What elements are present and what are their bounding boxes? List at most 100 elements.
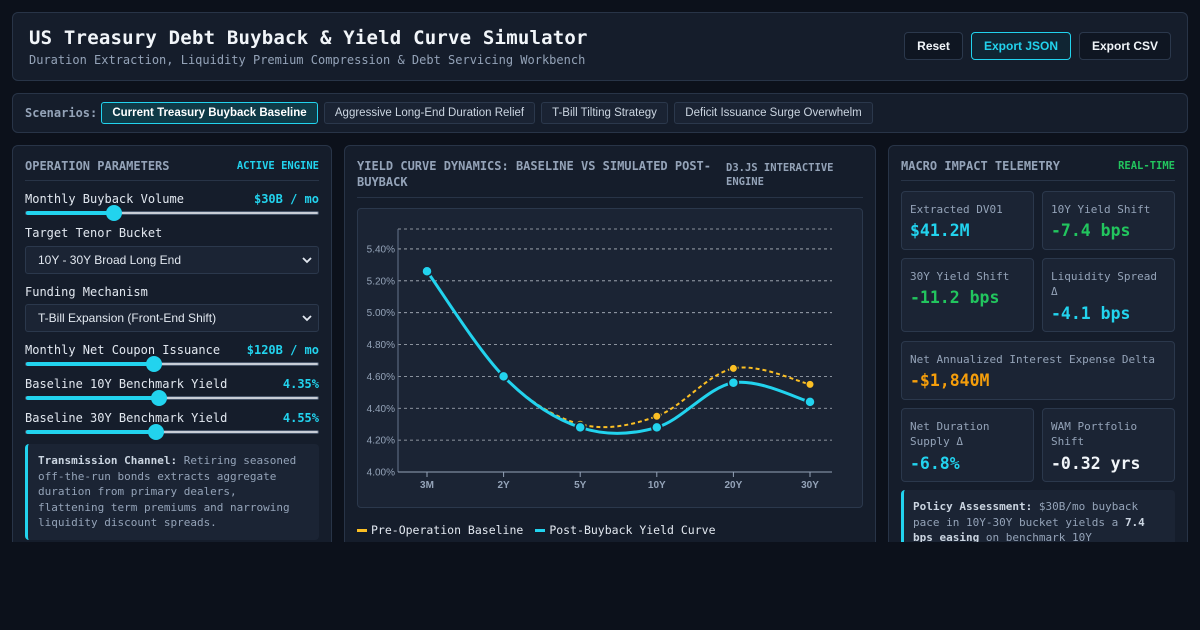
yield-curve-chart: 4.00% 4.20% 4.40% 4.60% 4.80% 5.00% 5.20% 5.40%… xyxy=(367,228,832,491)
export-json-button[interactable]: Export JSON xyxy=(971,32,1071,60)
x-tick-label: 3M xyxy=(420,480,434,491)
scenario-baseline-button[interactable]: Current Treasury Buyback Baseline xyxy=(101,102,318,124)
y-tick-label: 4.80% xyxy=(367,340,395,351)
policy-text-end: on benchmark 10Y xyxy=(985,531,1092,544)
slider-thumb[interactable] xyxy=(146,356,163,372)
funding-mechanism-selected: T-Bill Expansion (Front-End Shift) xyxy=(38,311,217,325)
chevron-down-icon xyxy=(302,257,312,264)
post-buyback-point xyxy=(651,421,663,434)
baseline-point xyxy=(805,379,815,389)
card-value: -0.32 yrs xyxy=(1051,454,1141,473)
baseline-series-line xyxy=(426,270,811,429)
divider xyxy=(901,180,1175,181)
yield-10y-shift-card: 10Y Yield Shift -7.4 bps xyxy=(1042,191,1175,250)
divider xyxy=(357,197,863,198)
card-label: WAM Portfolio Shift xyxy=(1051,420,1138,448)
legend-swatch xyxy=(535,528,546,532)
tenor-bucket-selected: 10Y - 30Y Broad Long End xyxy=(38,253,182,267)
card-label: Extracted DV01 xyxy=(910,203,1003,216)
x-tick-label: 20Y xyxy=(725,480,743,491)
x-tick-label: 30Y xyxy=(801,480,819,491)
buyback-volume-value: $30B / mo xyxy=(253,192,319,206)
post-buyback-point xyxy=(727,377,740,389)
policy-highlight: 7.4 bps easing xyxy=(913,515,1145,545)
baseline-point xyxy=(652,411,662,421)
dv01-card: Extracted DV01 $41.2M xyxy=(901,191,1034,250)
slider-fill xyxy=(26,211,114,215)
coupon-issuance-label: Monthly Net Coupon Issuance xyxy=(25,343,221,357)
export-csv-button[interactable]: Export CSV xyxy=(1079,32,1171,60)
scenario-bar: Scenarios: Current Treasury Buyback Base… xyxy=(12,93,1188,133)
y-tick-label: 4.60% xyxy=(367,372,395,383)
macro-impact-panel: MACRO IMPACT TELEMETRY REAL-TIME Extract… xyxy=(888,145,1188,570)
chart-legend: Pre-Operation Baseline Post-Buyback Yiel… xyxy=(357,523,716,537)
post-buyback-series-line xyxy=(425,270,811,435)
scenario-tbill-button[interactable]: T-Bill Tilting Strategy xyxy=(541,102,668,124)
y-tick-label: 5.40% xyxy=(367,244,395,255)
buyback-volume-label: Monthly Buyback Volume xyxy=(25,192,184,206)
app-header: US Treasury Debt Buyback & Yield Curve S… xyxy=(12,12,1188,81)
coupon-issuance-slider[interactable] xyxy=(25,356,319,372)
y-tick-label: 4.00% xyxy=(367,468,395,479)
chart-title: YIELD CURVE DYNAMICS: BASELINE VS SIMULA… xyxy=(357,159,712,189)
yield-30y-shift-card: 30Y Yield Shift -11.2 bps xyxy=(901,258,1034,332)
page-background xyxy=(0,542,1200,630)
transmission-heading: Transmission Channel: xyxy=(38,454,178,467)
legend-label: Post-Buyback Yield Curve xyxy=(549,523,716,537)
slider-thumb[interactable] xyxy=(147,424,164,440)
slider-thumb[interactable] xyxy=(105,205,122,221)
coupon-issuance-value: $120B / mo xyxy=(246,343,319,357)
card-value: -$1,840M xyxy=(910,371,990,390)
wam-shift-card: WAM Portfolio Shift -0.32 yrs xyxy=(1042,408,1175,482)
duration-supply-card: Net Duration Supply Δ -6.8% xyxy=(901,408,1034,482)
post-buyback-point xyxy=(574,421,586,434)
post-buyback-point xyxy=(421,265,433,277)
x-tick-label: 2Y xyxy=(497,480,510,491)
reset-button[interactable]: Reset xyxy=(904,32,963,60)
scenario-label: Scenarios: xyxy=(25,106,98,120)
card-label: 10Y Yield Shift xyxy=(1051,203,1151,216)
tenor-bucket-label: Target Tenor Bucket xyxy=(25,226,163,240)
macro-title: MACRO IMPACT TELEMETRY xyxy=(901,159,1060,173)
card-label: 30Y Yield Shift xyxy=(910,270,1010,283)
scenario-aggressive-button[interactable]: Aggressive Long-End Duration Relief xyxy=(324,102,535,124)
chart-area: 4.00% 4.20% 4.40% 4.60% 4.80% 5.00% 5.20% 5.40%… xyxy=(357,208,863,508)
card-label: Net Duration Supply Δ xyxy=(910,420,990,448)
legend-item-baseline: Pre-Operation Baseline xyxy=(357,523,523,537)
y-tick-label: 4.40% xyxy=(367,404,395,415)
realtime-badge: REAL-TIME xyxy=(1118,160,1175,172)
yield-10y-slider[interactable] xyxy=(25,390,319,406)
active-engine-badge: ACTIVE ENGINE xyxy=(236,160,319,172)
slider-fill xyxy=(26,396,159,400)
card-value: -7.4 bps xyxy=(1051,221,1131,240)
card-value: $41.2M xyxy=(910,221,970,240)
y-tick-label: 5.20% xyxy=(367,276,395,287)
legend-item-post-buyback: Post-Buyback Yield Curve xyxy=(535,523,716,537)
yield-30y-slider[interactable] xyxy=(25,424,319,440)
app-title: US Treasury Debt Buyback & Yield Curve S… xyxy=(29,27,588,49)
slider-thumb[interactable] xyxy=(150,390,167,406)
yield-curve-panel: YIELD CURVE DYNAMICS: BASELINE VS SIMULA… xyxy=(344,145,876,565)
operation-parameters-panel: OPERATION PARAMETERS ACTIVE ENGINE Month… xyxy=(12,145,332,565)
transmission-channel-note: Transmission Channel: Retiring seasoned … xyxy=(25,444,319,540)
x-tick-label: 10Y xyxy=(648,480,666,491)
y-tick-label: 4.20% xyxy=(367,436,395,447)
app-subtitle: Duration Extraction, Liquidity Premium C… xyxy=(29,53,586,67)
card-value: -6.8% xyxy=(910,454,960,473)
chart-engine-badge: D3.JS INTERACTIVE ENGINE xyxy=(726,162,834,188)
buyback-volume-slider[interactable] xyxy=(25,205,319,221)
slider-fill xyxy=(26,362,155,366)
post-buyback-point xyxy=(497,370,510,383)
tenor-bucket-select[interactable]: 10Y - 30Y Broad Long End xyxy=(25,246,319,274)
divider xyxy=(25,180,319,181)
slider-fill xyxy=(26,430,156,434)
policy-text: $30B/mo buyback pace in 10Y-30Y bucket y… xyxy=(913,500,1139,529)
params-title: OPERATION PARAMETERS xyxy=(25,159,170,173)
funding-mechanism-select[interactable]: T-Bill Expansion (Front-End Shift) xyxy=(25,304,319,332)
liquidity-spread-card: Liquidity Spread Δ -4.1 bps xyxy=(1042,258,1175,332)
interest-expense-card: Net Annualized Interest Expense Delta -$… xyxy=(901,341,1175,400)
card-label: Net Annualized Interest Expense Delta xyxy=(910,353,1156,366)
scenario-deficit-button[interactable]: Deficit Issuance Surge Overwhelm xyxy=(674,102,873,124)
card-value: -11.2 bps xyxy=(910,288,1000,307)
yield-10y-value: 4.35% xyxy=(282,377,319,391)
